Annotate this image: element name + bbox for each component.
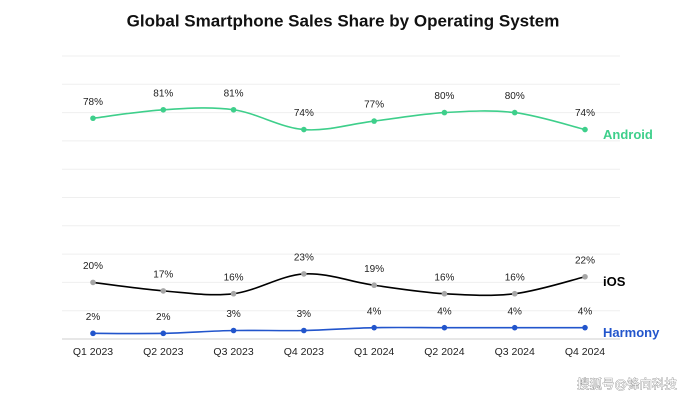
point (441, 290, 448, 297)
point (301, 126, 307, 133)
chart-title: Global Smartphone Sales Share by Operati… (127, 11, 560, 30)
data-label: 4% (437, 306, 452, 317)
data-label: 81% (153, 88, 173, 99)
series-line (92, 273, 586, 297)
data-label: 16% (505, 272, 525, 283)
data-label: 78% (83, 97, 103, 108)
point (301, 327, 307, 334)
point (511, 290, 518, 297)
x-tick-label: Q2 2023 (143, 346, 183, 358)
data-label: 2% (86, 312, 101, 323)
data-label: 81% (224, 88, 244, 99)
point (371, 118, 377, 124)
x-tick-label: Q1 2024 (354, 346, 394, 358)
x-tick-label: Q3 2023 (213, 346, 253, 358)
data-label: 2% (156, 312, 171, 323)
data-label: 74% (294, 108, 314, 119)
data-label: 20% (83, 261, 103, 272)
watermark: 搜狐号@锋向科技 (577, 377, 678, 392)
data-label: 80% (434, 91, 454, 102)
data-label: 80% (505, 91, 525, 102)
data-label: 3% (226, 309, 241, 320)
x-tick-label: Q4 2023 (284, 346, 324, 358)
data-label: 4% (578, 306, 593, 317)
point (582, 126, 588, 133)
point (371, 282, 377, 289)
point (160, 330, 167, 337)
point (582, 273, 588, 280)
point (371, 324, 377, 331)
data-label: 22% (575, 255, 595, 266)
x-tick-label: Q4 2024 (565, 346, 605, 358)
data-label: 19% (364, 264, 384, 275)
point (90, 279, 96, 286)
x-tick-label: Q3 2024 (495, 346, 535, 358)
x-tick-label: Q2 2024 (424, 346, 464, 358)
series-label: Android (603, 127, 653, 142)
point (230, 290, 237, 297)
point (90, 115, 96, 122)
data-label: 16% (434, 272, 454, 283)
data-label: 17% (153, 270, 173, 281)
series-label: Harmony (603, 325, 660, 340)
point (160, 106, 167, 113)
series-line (92, 326, 585, 335)
data-label: 4% (507, 306, 522, 317)
point (230, 106, 237, 113)
data-label: 4% (367, 306, 382, 317)
x-tick-label: Q1 2023 (73, 346, 113, 358)
data-label: 77% (364, 100, 384, 111)
point (511, 324, 518, 331)
data-label: 16% (224, 272, 244, 283)
point (301, 271, 307, 277)
point (441, 324, 448, 331)
point (230, 327, 237, 334)
point (511, 109, 518, 116)
point (160, 288, 167, 294)
data-label: 74% (575, 108, 595, 119)
series-line (92, 107, 586, 131)
series-label: iOS (603, 274, 626, 289)
data-label: 23% (294, 253, 314, 264)
point (90, 330, 96, 337)
point (582, 324, 588, 331)
point (441, 109, 448, 116)
data-label: 3% (297, 309, 312, 320)
